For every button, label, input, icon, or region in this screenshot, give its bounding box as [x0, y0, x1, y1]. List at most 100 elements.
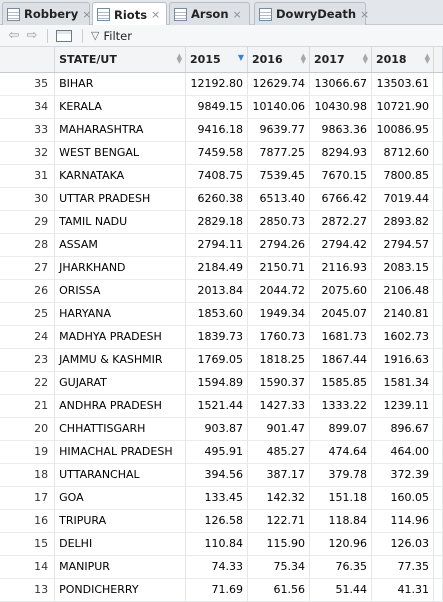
filter-button[interactable]: ▽ Filter — [91, 29, 132, 43]
column-header-state[interactable]: STATE/UT ▲ ▼ — [54, 47, 187, 73]
table-row[interactable]: 27 JHARKHAND 2184.49 2150.71 2116.93 2083.15 — [0, 256, 443, 280]
table-icon — [174, 7, 187, 21]
table-row[interactable]: 18 UTTARANCHAL 394.56 387.17 379.78 372.39 — [0, 463, 443, 487]
table-row[interactable]: 14 MANIPUR 74.33 75.34 76.35 77.35 — [0, 555, 443, 579]
state-cell: HARYANA — [54, 302, 187, 326]
value-cell-2017: 2794.42 — [309, 233, 372, 257]
overflow-cell — [433, 95, 443, 119]
sort-icon[interactable]: ▲ ▼ — [362, 52, 368, 65]
value-cell-2016: 1427.33 — [247, 394, 310, 418]
value-cell-2018: 372.39 — [371, 463, 434, 487]
value-cell-2017: 1585.85 — [309, 371, 372, 395]
column-header-2016[interactable]: 2016 ▲ ▼ — [247, 47, 310, 73]
table-row[interactable]: 15 DELHI 110.84 115.90 120.96 126.03 — [0, 532, 443, 556]
show-in-window-icon[interactable] — [56, 29, 72, 42]
close-icon[interactable]: × — [151, 8, 161, 21]
value-cell-2015: 7459.58 — [185, 141, 248, 165]
sort-icon[interactable]: ▲ ▼ — [300, 52, 306, 65]
state-cell: TRIPURA — [54, 509, 187, 533]
table-row[interactable]: 22 GUJARAT 1594.89 1590.37 1585.85 1581.34 — [0, 371, 443, 395]
state-cell: UTTARANCHAL — [54, 463, 187, 487]
row-number-header — [0, 47, 56, 73]
value-cell-2016: 12629.74 — [247, 72, 310, 96]
state-cell: WEST BENGAL — [54, 141, 187, 165]
table-row[interactable]: 35 BIHAR 12192.80 12629.74 13066.67 13503.61 — [0, 72, 443, 96]
toolbar-divider — [82, 28, 83, 43]
row-number-cell: 17 — [0, 486, 56, 510]
state-cell: MANIPUR — [54, 555, 187, 579]
value-cell-2015: 1853.60 — [185, 302, 248, 326]
value-cell-2016: 115.90 — [247, 532, 310, 556]
sort-icon[interactable]: ▲ ▼ — [176, 52, 183, 65]
table-row[interactable]: 19 HIMACHAL PRADESH 495.91 485.27 474.64 464.… — [0, 440, 443, 464]
close-icon[interactable]: × — [82, 7, 92, 21]
overflow-cell — [433, 509, 443, 533]
value-cell-2016: 7877.25 — [247, 141, 310, 165]
overflow-cell — [433, 371, 443, 395]
table-row[interactable]: 16 TRIPURA 126.58 122.71 118.84 114.96 — [0, 509, 443, 533]
value-cell-2016: 142.32 — [247, 486, 310, 510]
state-cell: HIMACHAL PRADESH — [54, 440, 187, 464]
overflow-cell — [433, 325, 443, 349]
table-row[interactable]: 29 TAMIL NADU 2829.18 2850.73 2872.27 2893.82 — [0, 210, 443, 234]
value-cell-2015: 394.56 — [185, 463, 248, 487]
value-cell-2015: 74.33 — [185, 555, 248, 579]
overflow-cell — [433, 348, 443, 372]
row-number-cell: 15 — [0, 532, 56, 556]
value-cell-2017: 151.18 — [309, 486, 372, 510]
tab-robbery[interactable]: Robbery × — [2, 2, 92, 25]
table-row[interactable]: 20 CHHATTISGARH 903.87 901.47 899.07 896.67 — [0, 417, 443, 441]
table-row[interactable]: 13 PONDICHERRY 71.69 61.56 51.44 41.31 — [0, 578, 443, 602]
toolbar-divider — [47, 28, 48, 43]
tab-dowrydeath[interactable]: DowryDeath × — [254, 2, 370, 25]
data-table: STATE/UT ▲ ▼ 2015 ▼ 2016 ▲ ▼ 2017 ▲ ▼ 2018 — [0, 47, 443, 602]
close-icon[interactable]: × — [232, 7, 242, 21]
table-row[interactable]: 28 ASSAM 2794.11 2794.26 2794.42 2794.57 — [0, 233, 443, 257]
table-row[interactable]: 24 MADHYA PRADESH 1839.73 1760.73 1681.73 160… — [0, 325, 443, 349]
state-cell: JHARKHAND — [54, 256, 187, 280]
table-row[interactable]: 31 KARNATAKA 7408.75 7539.45 7670.15 7800.85 — [0, 164, 443, 188]
tab-label: DowryDeath — [276, 7, 357, 21]
column-header-label: STATE/UT — [59, 52, 117, 66]
back-arrow-icon[interactable]: ⇦ — [8, 28, 20, 43]
table-row[interactable]: 33 MAHARASHTRA 9416.18 9639.77 9863.36 10086.… — [0, 118, 443, 142]
value-cell-2018: 1239.11 — [371, 394, 434, 418]
column-header-2018[interactable]: 2018 ▲ ▼ — [371, 47, 434, 73]
table-row[interactable]: 21 ANDHRA PRADESH 1521.44 1427.33 1333.22 123… — [0, 394, 443, 418]
row-number-cell: 28 — [0, 233, 56, 257]
value-cell-2015: 1769.05 — [185, 348, 248, 372]
value-cell-2017: 120.96 — [309, 532, 372, 556]
value-cell-2015: 7408.75 — [185, 164, 248, 188]
sort-descending-icon[interactable]: ▼ — [237, 53, 244, 62]
column-header-2015[interactable]: 2015 ▼ — [185, 47, 248, 73]
state-cell: CHHATTISGARH — [54, 417, 187, 441]
table-row[interactable]: 26 ORISSA 2013.84 2044.72 2075.60 2106.48 — [0, 279, 443, 303]
tab-riots[interactable]: Riots × — [92, 2, 167, 26]
value-cell-2016: 61.56 — [247, 578, 310, 602]
overflow-cell — [433, 256, 443, 280]
table-row[interactable]: 17 GOA 133.45 142.32 151.18 160.05 — [0, 486, 443, 510]
row-number-cell: 31 — [0, 164, 56, 188]
state-cell: ASSAM — [54, 233, 187, 257]
column-header-2017[interactable]: 2017 ▲ ▼ — [309, 47, 372, 73]
table-row[interactable]: 23 JAMMU & KASHMIR 1769.05 1818.25 1867.44 19… — [0, 348, 443, 372]
state-cell: TAMIL NADU — [54, 210, 187, 234]
column-header-label: 2018 — [375, 52, 407, 66]
value-cell-2015: 495.91 — [185, 440, 248, 464]
table-row[interactable]: 34 KERALA 9849.15 10140.06 10430.98 10721.90 — [0, 95, 443, 119]
value-cell-2018: 77.35 — [371, 555, 434, 579]
value-cell-2017: 9863.36 — [309, 118, 372, 142]
overflow-cell — [433, 578, 443, 602]
close-icon[interactable]: × — [360, 7, 370, 21]
forward-arrow-icon[interactable]: ⇨ — [26, 28, 38, 43]
table-row[interactable]: 30 UTTAR PRADESH 6260.38 6513.40 6766.42 7019… — [0, 187, 443, 211]
tab-arson[interactable]: Arson × — [169, 2, 250, 25]
table-row[interactable]: 32 WEST BENGAL 7459.58 7877.25 8294.93 8712.6… — [0, 141, 443, 165]
value-cell-2017: 8294.93 — [309, 141, 372, 165]
table-row[interactable]: 25 HARYANA 1853.60 1949.34 2045.07 2140.81 — [0, 302, 443, 326]
value-cell-2015: 903.87 — [185, 417, 248, 441]
overflow-cell — [433, 72, 443, 96]
value-cell-2018: 126.03 — [371, 532, 434, 556]
sort-icon[interactable]: ▲ ▼ — [424, 52, 430, 65]
value-cell-2018: 2893.82 — [371, 210, 434, 234]
